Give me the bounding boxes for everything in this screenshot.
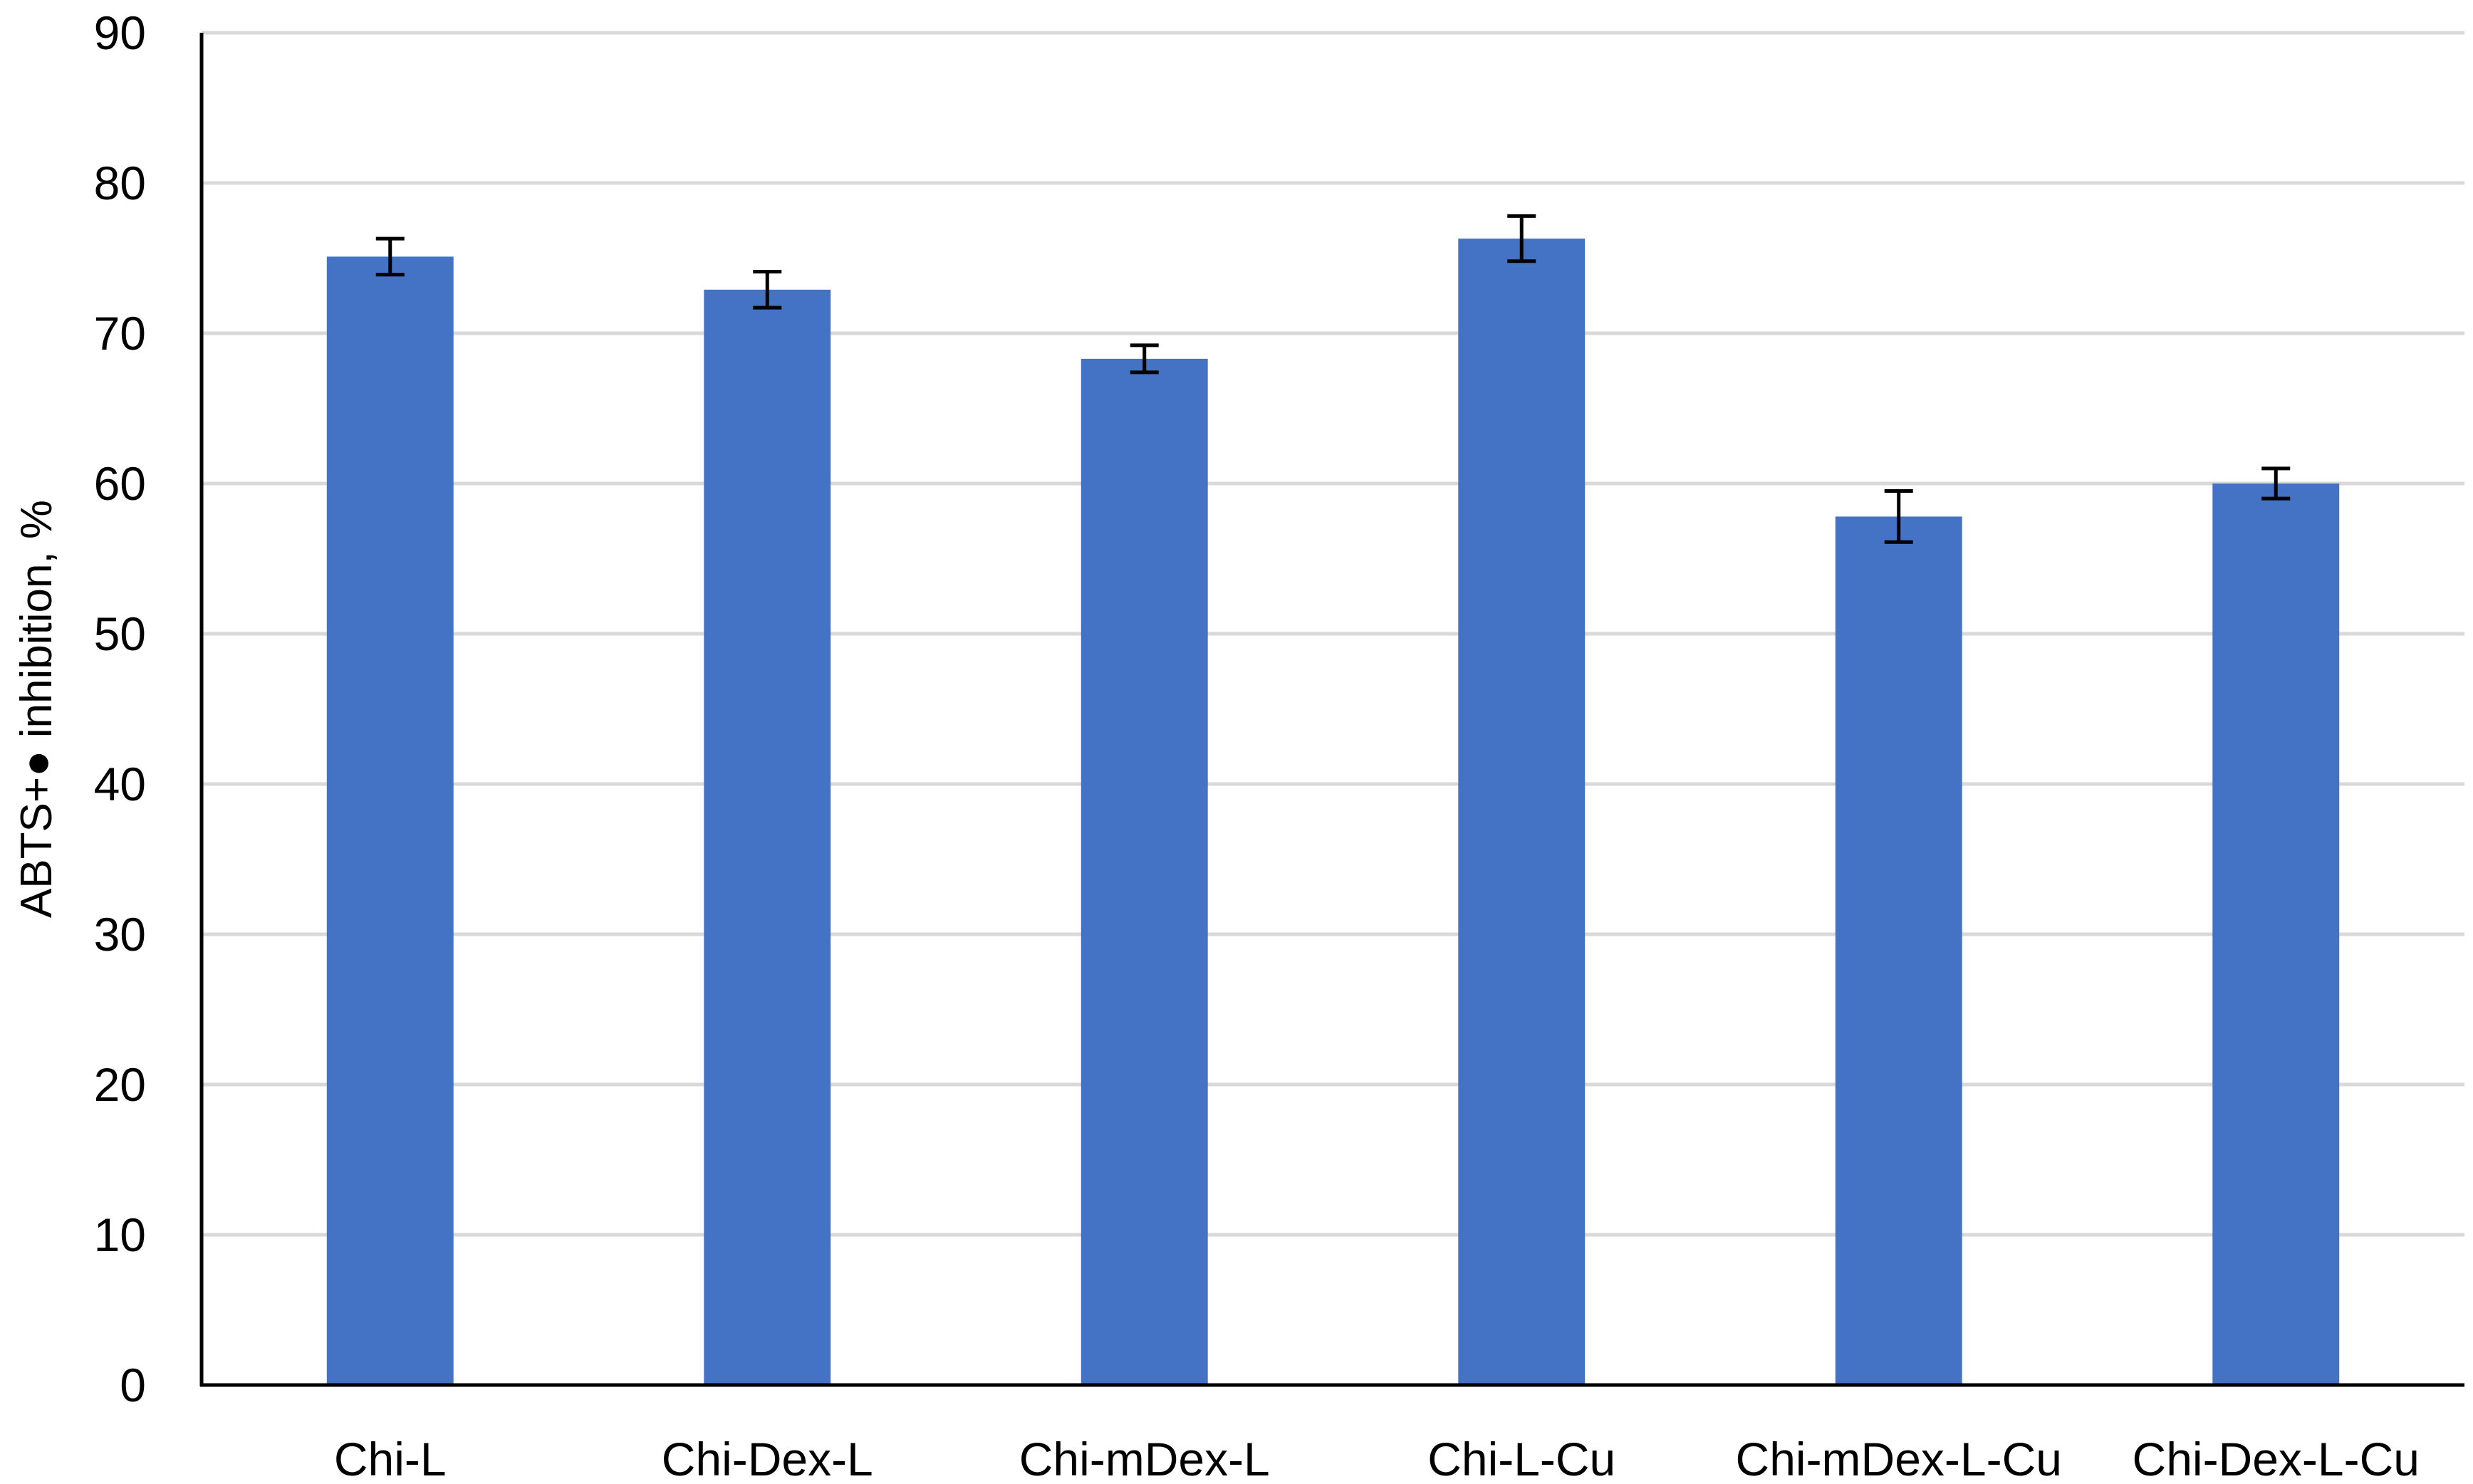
bars — [326, 239, 2340, 1386]
bar-chi-mdex-l-cu — [1835, 516, 1962, 1386]
grid-lines — [202, 31, 2464, 1237]
y-tick-label: 40 — [94, 758, 146, 810]
y-tick-label: 0 — [120, 1359, 146, 1411]
y-tick-label: 50 — [94, 607, 146, 660]
y-tick-label: 20 — [94, 1058, 146, 1111]
error-bar — [2261, 466, 2291, 501]
y-tick-label: 10 — [94, 1208, 146, 1261]
x-tick-labels: Chi-L Chi-Dex-L Chi-mDex-L Chi-L-Cu Chi-mDex… — [334, 1433, 2420, 1484]
error-bar — [1130, 343, 1159, 375]
x-tick-label: Chi-L-Cu — [1427, 1433, 1615, 1484]
y-tick-label: 90 — [94, 6, 146, 59]
y-tick-label: 30 — [94, 908, 146, 961]
error-bar — [753, 269, 782, 310]
x-tick-label: Chi-Dex-L-Cu — [2133, 1433, 2420, 1484]
x-tick-label: Chi-L — [334, 1433, 447, 1484]
x-tick-label: Chi-mDex-L-Cu — [1736, 1433, 2062, 1484]
bar-chi-l — [326, 256, 454, 1385]
bar-chi-dex-l-cu — [2212, 484, 2340, 1385]
y-tick-label: 80 — [94, 157, 146, 209]
axes — [199, 33, 2464, 1387]
y-tick-labels: 0 10 20 30 40 50 60 70 80 90 — [94, 6, 146, 1411]
bar-chi-l-cu — [1458, 239, 1586, 1385]
x-tick-label: Chi-mDex-L — [1019, 1433, 1270, 1484]
y-tick-label: 60 — [94, 457, 146, 510]
error-bar — [1507, 214, 1536, 263]
error-bar — [1884, 489, 1913, 544]
bar-chi-mdex-l — [1081, 358, 1208, 1385]
error-bar — [375, 236, 405, 277]
x-tick-label: Chi-Dex-L — [662, 1433, 873, 1484]
y-axis-title: ABTS+● inhibition, % — [12, 500, 61, 918]
bar-chi-dex-l — [704, 289, 831, 1385]
error-bars — [375, 214, 2291, 544]
y-tick-label: 70 — [94, 307, 146, 360]
